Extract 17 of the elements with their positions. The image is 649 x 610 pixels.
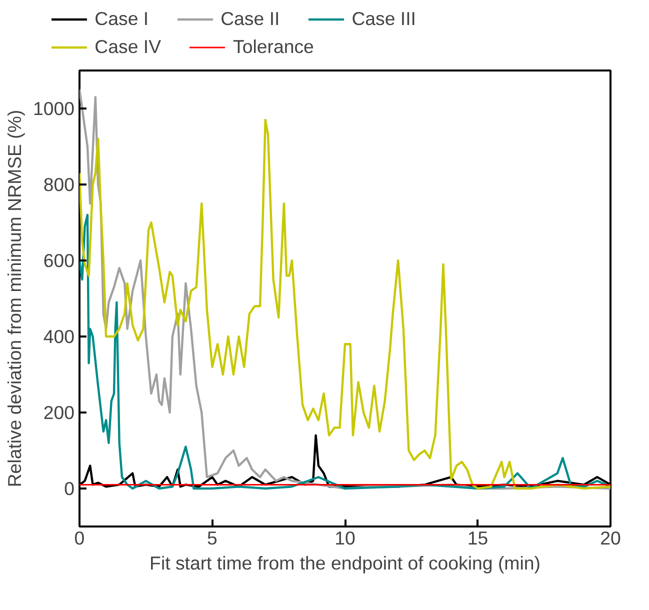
x-tick-label: 15 (467, 528, 488, 548)
x-tick-label: 20 (600, 528, 621, 548)
legend-label: Case II (220, 8, 280, 30)
legend-label: Tolerance (233, 36, 314, 58)
y-tick-label: 600 (43, 250, 75, 271)
y-tick-label: 0 (64, 478, 75, 499)
x-tick-label: 10 (334, 528, 356, 548)
x-tick-label: 5 (207, 528, 218, 548)
legend-label: Case III (352, 8, 416, 30)
y-axis-title: Relative deviation from minimum NRMSE (%) (4, 110, 25, 488)
y-tick-label: 200 (43, 402, 75, 423)
x-axis-title: Fit start time from the endpoint of cooking (min) (150, 552, 540, 574)
y-tick-label: 400 (43, 326, 75, 347)
legend-label: Case IV (94, 36, 162, 58)
y-tick-label: 800 (43, 174, 75, 195)
y-tick-label: 1000 (32, 98, 75, 119)
legend-label: Case I (94, 8, 149, 30)
